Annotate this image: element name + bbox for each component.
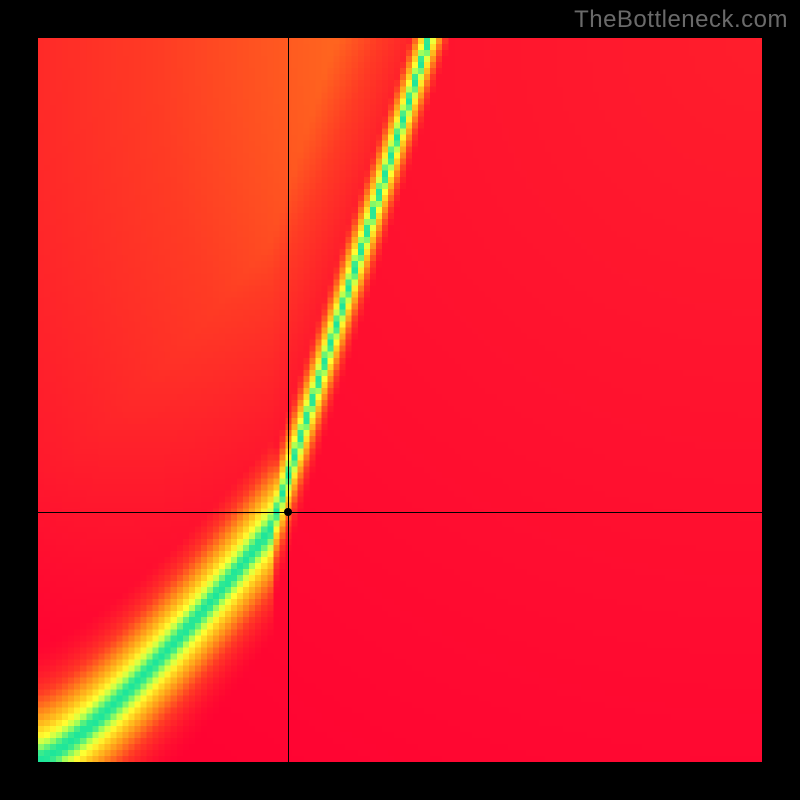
watermark-text: TheBottleneck.com <box>574 6 788 34</box>
heatmap-canvas <box>38 38 762 762</box>
selection-point <box>284 508 292 516</box>
crosshair-vertical <box>288 38 289 762</box>
plot-area <box>38 38 762 762</box>
crosshair-horizontal <box>38 512 762 513</box>
